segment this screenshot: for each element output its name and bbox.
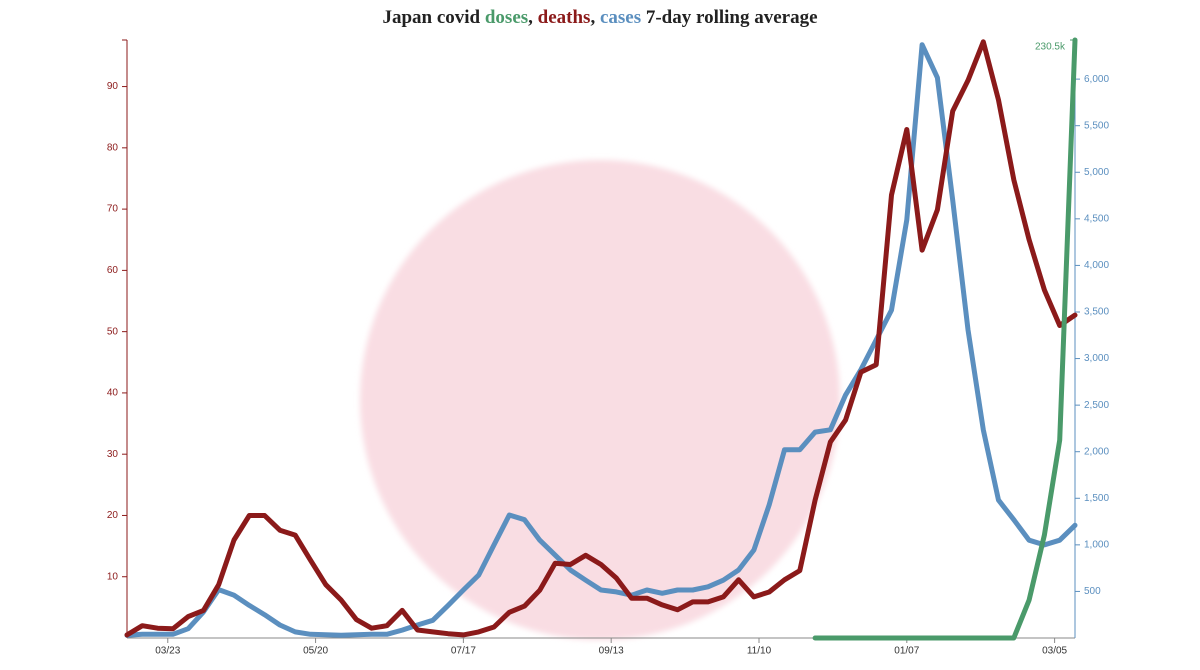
title-segment: , xyxy=(528,7,538,28)
y-tick-label: 20 xyxy=(107,510,119,521)
title-segment: , xyxy=(590,7,600,28)
series-line xyxy=(124,39,1078,638)
title-segment: Japan covid xyxy=(382,7,484,28)
chart-title: Japan covid doses, deaths, cases 7-day r… xyxy=(382,7,817,28)
y-tick-label: 30 xyxy=(107,449,119,460)
background-sun xyxy=(360,160,840,640)
y2-tick-label: 1,500 xyxy=(1084,493,1109,504)
y2-tick-label: 5,000 xyxy=(1084,167,1109,178)
y2-tick-label: 6,000 xyxy=(1084,74,1109,85)
y2-tick-label: 2,500 xyxy=(1084,400,1109,411)
x-tick-label: 07/17 xyxy=(451,646,476,657)
title-segment: deaths xyxy=(538,7,591,28)
x-tick-label: 03/05 xyxy=(1042,646,1067,657)
series-line xyxy=(812,37,1078,641)
y2-tick-label: 3,500 xyxy=(1084,307,1109,318)
y2-tick-label: 1,000 xyxy=(1084,539,1109,550)
y2-tick-label: 5,500 xyxy=(1084,120,1109,131)
y2-tick-label: 3,000 xyxy=(1084,353,1109,364)
title-segment: 7-day rolling average xyxy=(641,7,817,28)
x-tick-label: 09/13 xyxy=(599,646,624,657)
y2-tick-label: 500 xyxy=(1084,586,1101,597)
y3-tick-label: 230.5k xyxy=(1035,42,1066,53)
y-tick-label: 70 xyxy=(107,204,119,215)
y2-tick-label: 4,000 xyxy=(1084,260,1109,271)
title-segment: cases xyxy=(600,7,641,28)
x-tick-label: 01/07 xyxy=(894,646,919,657)
series-line xyxy=(124,42,1078,638)
y-tick-label: 90 xyxy=(107,81,119,92)
y-tick-label: 60 xyxy=(107,265,119,276)
x-tick-label: 03/23 xyxy=(155,646,180,657)
y2-tick-label: 4,500 xyxy=(1084,213,1109,224)
y-tick-label: 80 xyxy=(107,142,119,153)
y-tick-label: 40 xyxy=(107,388,119,399)
y-tick-label: 10 xyxy=(107,571,119,582)
x-tick-label: 11/10 xyxy=(747,646,772,657)
y2-tick-label: 2,000 xyxy=(1084,446,1109,457)
y-tick-label: 50 xyxy=(107,326,119,337)
title-segment: doses xyxy=(485,7,528,28)
x-tick-label: 05/20 xyxy=(303,646,328,657)
